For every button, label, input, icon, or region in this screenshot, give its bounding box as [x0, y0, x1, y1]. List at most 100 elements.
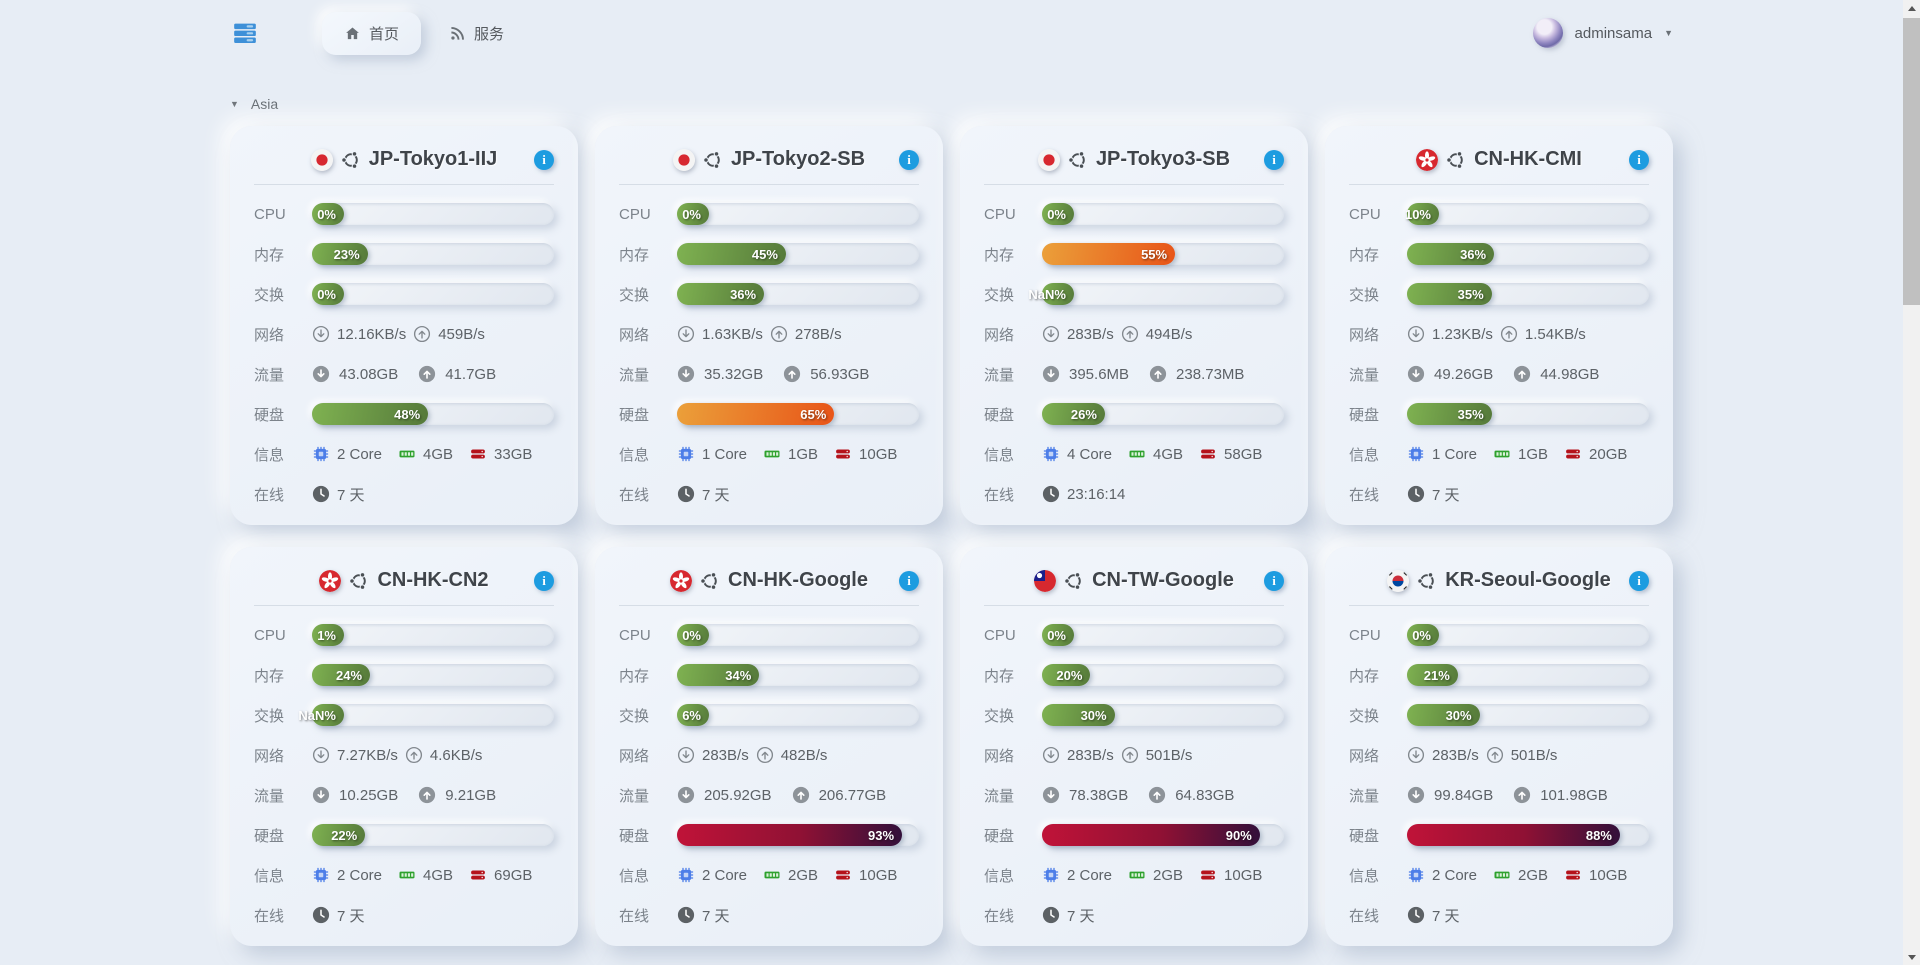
info-button[interactable]	[534, 150, 554, 170]
download-circle-outline-icon	[1042, 325, 1060, 343]
cpu-bar-value: 0%	[1047, 627, 1066, 643]
info-ram-value: 4GB	[1153, 445, 1184, 463]
online-value: 7 天	[1067, 907, 1095, 925]
tab-home-label: 首页	[369, 25, 400, 43]
mem-bar-track: 45%	[677, 243, 919, 265]
online-value: 7 天	[1432, 907, 1460, 925]
swap-row: 交换 NaN%	[984, 283, 1284, 305]
cpu-row: CPU 0%	[254, 203, 554, 225]
info-button[interactable]	[899, 571, 919, 591]
cpu-bar-value: 10%	[1404, 206, 1431, 222]
info-row: 信息 2 Core 2GB 10GB	[984, 864, 1284, 886]
upload-circle-solid-icon	[1513, 786, 1532, 804]
network-down-value: 283B/s	[702, 746, 749, 764]
cpu-chip-icon	[1408, 867, 1424, 883]
tab-services[interactable]: 服务	[427, 12, 526, 55]
network-row: 网络 283B/s 482B/s	[619, 744, 919, 766]
online-label: 在线	[254, 486, 285, 504]
upload-circle-solid-icon	[1513, 365, 1532, 383]
cpu-bar-value: 1%	[317, 627, 336, 643]
ram-icon	[764, 450, 780, 458]
traffic-row: 流量 10.25GB 9.21GB	[254, 784, 554, 806]
scrollbar-thumb[interactable]	[1903, 18, 1920, 305]
traffic-down-value: 205.92GB	[704, 786, 772, 804]
disk-stack-icon	[1201, 870, 1215, 880]
swap-row: 交换 NaN%	[254, 704, 554, 726]
info-values: 1 Core 1GB 20GB	[1407, 445, 1627, 463]
upload-circle-outline-icon	[1121, 746, 1138, 764]
online-value: 7 天	[702, 907, 730, 925]
swap-bar-fill: 0%	[312, 283, 344, 305]
info-button[interactable]	[1629, 150, 1649, 170]
disk-row: 硬盘 26%	[984, 403, 1284, 425]
scrollbar-down-arrow[interactable]	[1903, 949, 1920, 965]
swap-label: 交换	[1349, 707, 1380, 725]
user-avatar	[1532, 18, 1563, 48]
server-card: KR-Seoul-Google CPU 0% 内存 21% 交换 30%	[1325, 547, 1673, 946]
tab-home[interactable]: 首页	[322, 11, 422, 55]
download-circle-outline-icon	[312, 746, 330, 764]
info-ram-value: 4GB	[423, 866, 454, 884]
disk-stack-icon	[1201, 449, 1215, 459]
section-header-asia[interactable]: ▼ Asia	[230, 96, 1673, 112]
network-up-value: 278B/s	[794, 325, 842, 343]
memory-row: 内存 24%	[254, 664, 554, 686]
user-menu[interactable]: adminsama ▼	[1532, 18, 1673, 48]
disk-label: 硬盘	[254, 827, 285, 845]
traffic-values: 49.26GB 44.98GB	[1407, 365, 1599, 383]
ubuntu-os-icon	[349, 570, 367, 591]
swap-bar-value: 36%	[730, 286, 757, 302]
swap-bar-track: 30%	[1407, 704, 1649, 726]
info-row: 信息 2 Core 2GB 10GB	[619, 864, 919, 886]
server-rack-logo-icon[interactable]	[230, 18, 260, 48]
network-up-value: 1.54KB/s	[1524, 325, 1586, 343]
server-card: JP-Tokyo2-SB CPU 0% 内存 45% 交换 36%	[595, 126, 943, 525]
flag-hk-icon	[319, 569, 342, 592]
scrollbar-up-arrow[interactable]	[1903, 0, 1920, 16]
online-value-wrap: 7 天	[677, 905, 730, 926]
info-row: 信息 2 Core 4GB 33GB	[254, 443, 554, 465]
network-down-value: 283B/s	[1067, 325, 1114, 343]
info-disk-value: 10GB	[859, 866, 898, 884]
mem-bar-fill: 34%	[677, 664, 760, 686]
cpu-bar-fill: 0%	[1407, 624, 1439, 646]
mem-bar-track: 34%	[677, 664, 919, 686]
clock-icon	[677, 906, 695, 924]
cpu-bar-fill: 1%	[312, 624, 344, 646]
rss-icon	[450, 26, 464, 41]
upload-circle-outline-icon	[1486, 746, 1503, 764]
ubuntu-os-icon	[702, 149, 721, 170]
info-button[interactable]	[1264, 150, 1284, 170]
swap-label: 交换	[254, 286, 285, 304]
disk-bar-value: 65%	[800, 406, 827, 422]
info-disk-value: 20GB	[1589, 445, 1628, 463]
mem-bar-fill: 23%	[312, 243, 368, 265]
mem-bar-track: 24%	[312, 664, 554, 686]
traffic-down-value: 395.6MB	[1069, 365, 1130, 383]
swap-label: 交换	[254, 707, 285, 725]
info-button[interactable]	[899, 150, 919, 170]
swap-bar-fill: 6%	[677, 704, 709, 726]
cpu-bar-track: 0%	[1042, 203, 1284, 225]
scrollbar[interactable]	[1903, 0, 1920, 965]
disk-label: 硬盘	[254, 406, 285, 424]
info-button[interactable]	[1264, 571, 1284, 591]
network-values: 283B/s 494B/s	[1042, 325, 1192, 343]
info-disk-value: 10GB	[1589, 866, 1628, 884]
username: adminsama	[1574, 24, 1653, 42]
network-label: 网络	[619, 326, 650, 344]
info-button[interactable]	[1629, 571, 1649, 591]
cpu-bar-track: 0%	[1042, 624, 1284, 646]
network-row: 网络 283B/s 494B/s	[984, 323, 1284, 345]
cpu-chip-icon	[313, 446, 329, 462]
disk-bar-value: 35%	[1457, 406, 1484, 422]
download-circle-outline-icon	[677, 325, 695, 343]
network-label: 网络	[254, 747, 285, 765]
info-row: 信息 1 Core 1GB 20GB	[1349, 443, 1649, 465]
network-values: 12.16KB/s 459B/s	[312, 325, 485, 343]
cpu-bar-value: 0%	[1047, 206, 1066, 222]
online-value-wrap: 7 天	[1407, 905, 1460, 926]
info-button[interactable]	[534, 571, 554, 591]
info-disk-value: 10GB	[859, 445, 898, 463]
info-ram-value: 4GB	[423, 445, 454, 463]
